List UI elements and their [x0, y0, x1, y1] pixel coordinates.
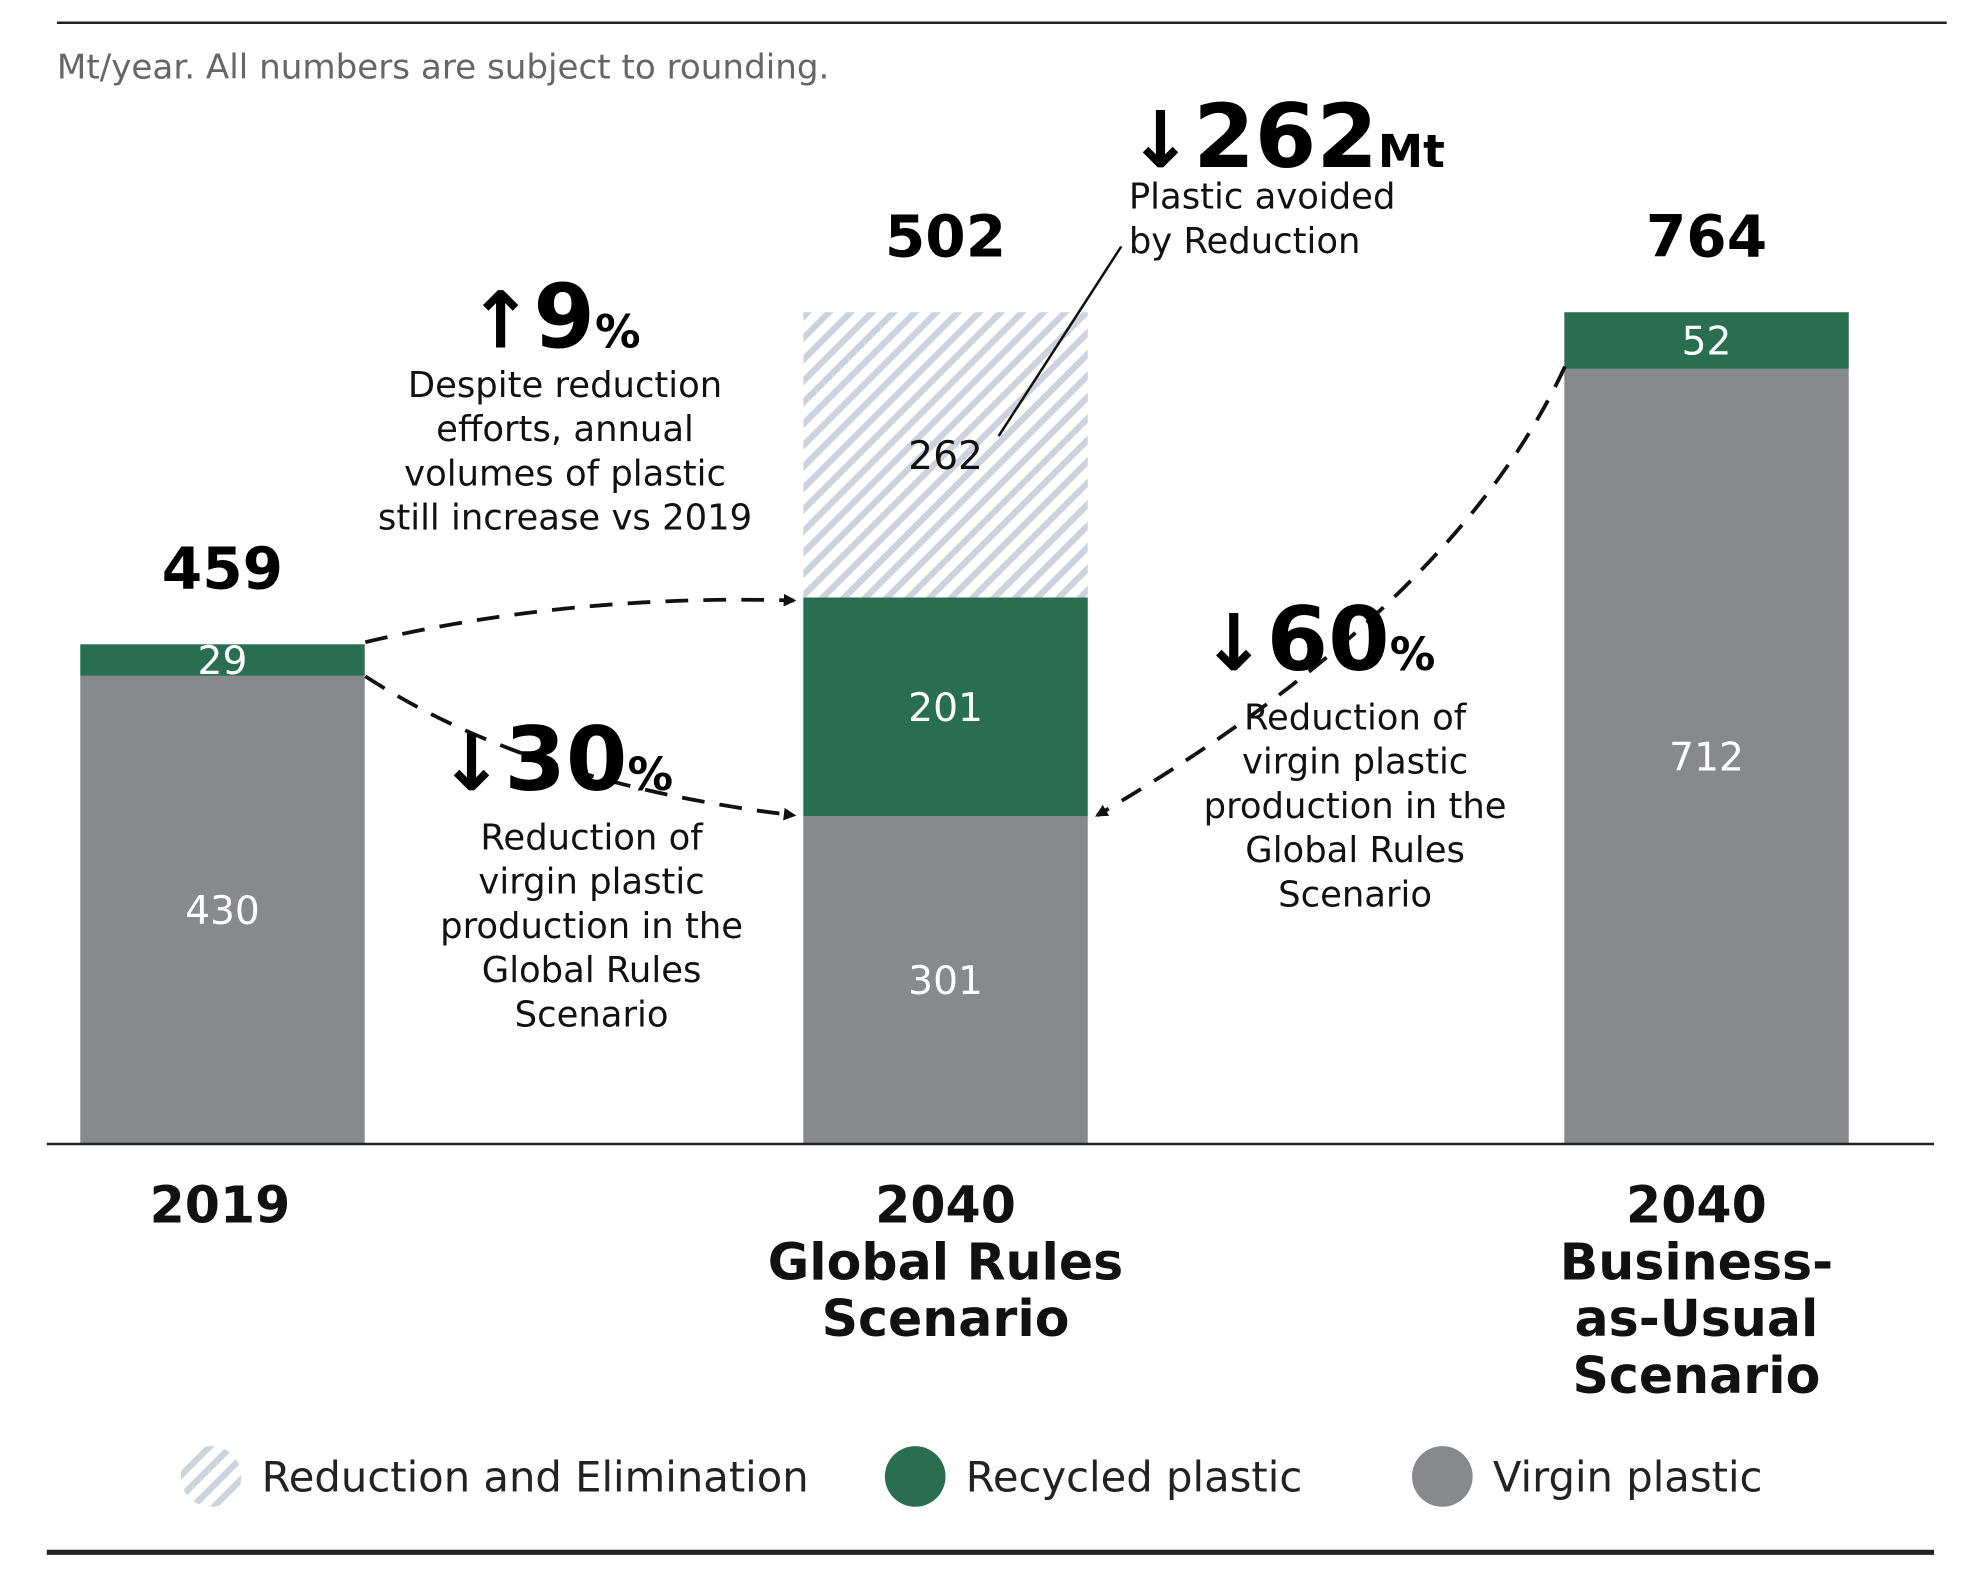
segment-label: 52	[1682, 319, 1732, 364]
annotation-head: ↓262Mt	[1128, 85, 1445, 188]
category-label: 2040 Global Rules Scenario	[767, 1176, 1124, 1349]
annotation-unit: %	[1390, 628, 1436, 681]
annotation-arrow: ↑	[468, 276, 534, 367]
connector	[364, 593, 797, 645]
annotation-value: 262	[1193, 85, 1378, 188]
bars: 430 29 459 301 201 262 502 712 52 764	[80, 203, 1849, 1145]
annotation-value: 9	[533, 266, 595, 369]
total-label: 459	[162, 535, 283, 603]
bar-segment	[1564, 312, 1849, 369]
legend-swatch	[1411, 1446, 1473, 1507]
annotation-unit: %	[627, 748, 673, 801]
leader-line	[997, 245, 1123, 437]
total-label: 764	[1646, 203, 1767, 271]
annotation-value: 60	[1267, 588, 1390, 691]
annotation-arrow: ↓	[1201, 598, 1267, 689]
annotation-text: Despite reduction efforts, annual volume…	[377, 364, 753, 539]
segment-label: 430	[185, 889, 260, 934]
annotation-value: 30	[504, 708, 627, 811]
annotation-unit: %	[595, 306, 641, 359]
connectors	[364, 365, 1567, 821]
legend: Reduction and Elimination Recycled plasti…	[180, 1446, 1763, 1507]
legend-label: Reduction and Elimination	[262, 1453, 809, 1502]
bar-segment	[80, 675, 365, 1145]
subtitle: Mt/year. All numbers are subject to roun…	[56, 48, 830, 88]
total-label: 502	[885, 203, 1006, 271]
annotation-arrow: ↓	[1128, 95, 1194, 186]
annotation-head: ↓60%	[1201, 588, 1435, 691]
bar-segment	[803, 816, 1088, 1145]
segment-label: 201	[908, 686, 983, 731]
connector	[1095, 365, 1567, 817]
category-label: 2019	[149, 1176, 291, 1236]
annotation-head: ↓30%	[439, 708, 673, 811]
bar-segment	[803, 597, 1088, 817]
bar-segment	[803, 312, 1088, 598]
annotation-text: Reduction of virgin plastic production i…	[440, 816, 744, 1036]
segment-label: 301	[908, 959, 983, 1004]
category-label: 2040 Business-as-Usual Scenario	[1559, 1176, 1834, 1406]
connector	[364, 674, 797, 821]
legend-swatch	[884, 1446, 946, 1507]
bar-segment	[80, 644, 365, 676]
legend-label: Virgin plastic	[1493, 1453, 1763, 1502]
segment-label: 29	[198, 639, 248, 684]
annotation-unit: Mt	[1378, 125, 1445, 178]
segment-label: 712	[1669, 735, 1744, 780]
annotation-head: ↑9%	[468, 266, 641, 369]
segment-label: 262	[908, 434, 983, 479]
annotation-text: Plastic avoided by Reduction	[1128, 175, 1396, 262]
annotation-arrow: ↓	[439, 718, 505, 809]
bar-segment	[1564, 368, 1849, 1145]
legend-label: Recycled plastic	[966, 1453, 1302, 1502]
annotation-text: Reduction of virgin plastic production i…	[1203, 696, 1507, 916]
legend-swatch	[180, 1446, 242, 1507]
annotation-heads: ↓262Mt↑9%↓30%↓60%	[439, 85, 1445, 811]
